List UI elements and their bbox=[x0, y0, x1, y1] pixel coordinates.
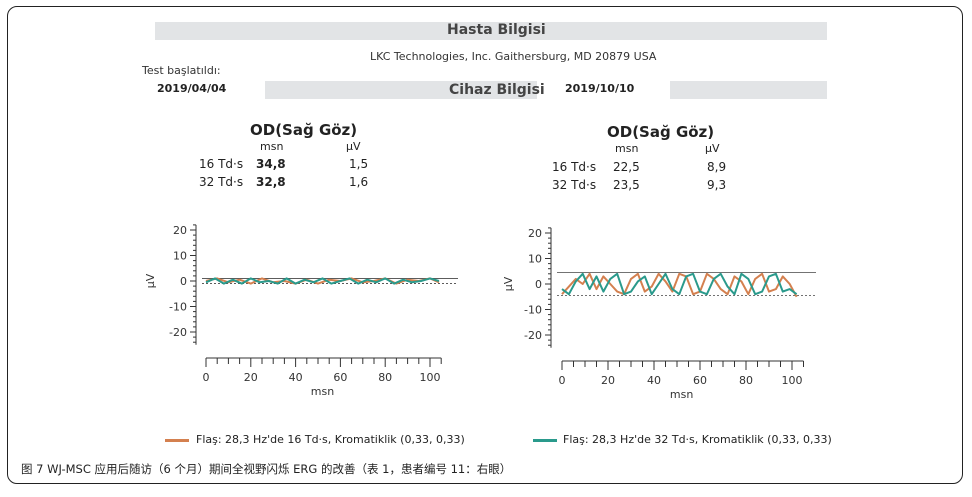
left-x-tick-label: 60 bbox=[333, 371, 347, 384]
left-row1-ms: 34,8 bbox=[256, 157, 286, 171]
left-x-tick-label: 100 bbox=[420, 371, 441, 384]
left-x-tick-label: 40 bbox=[289, 371, 303, 384]
right-row1-ms: 22,5 bbox=[613, 160, 640, 174]
right-x-tick-label: 40 bbox=[647, 374, 661, 387]
right-y-tick-label: 0 bbox=[535, 278, 542, 291]
legend-orange-label: Flaş: 28,3 Hz'de 16 Td·s, Kromatiklik (0… bbox=[196, 433, 465, 446]
right-row2-uv: 9,3 bbox=[707, 178, 727, 192]
right-y-axis-label: μV bbox=[502, 276, 515, 291]
right-col-uv: μV bbox=[705, 142, 720, 155]
left-y-tick-label: -10 bbox=[169, 301, 187, 314]
patient-info-bar bbox=[155, 22, 827, 40]
right-col-ms: msn bbox=[615, 142, 639, 155]
right-row2-ms: 23,5 bbox=[613, 178, 640, 192]
left-y-tick-label: 20 bbox=[173, 224, 187, 237]
right-y-tick-label: 10 bbox=[528, 253, 542, 266]
left-col-uv: μV bbox=[346, 140, 361, 153]
manufacturer-line: LKC Technologies, Inc. Gaithersburg, MD … bbox=[370, 50, 657, 63]
right-x-tick-label: 0 bbox=[559, 374, 566, 387]
legend-teal-label: Flaş: 28,3 Hz'de 32 Td·s, Kromatiklik (0… bbox=[563, 433, 832, 446]
device-info-bar-right bbox=[670, 81, 827, 99]
left-row2-label: 32 Td·s bbox=[199, 175, 244, 189]
right-series-orange bbox=[561, 272, 798, 298]
left-col-ms: msn bbox=[260, 140, 284, 153]
patient-info-title: Hasta Bilgisi bbox=[447, 22, 546, 38]
right-row1-uv: 8,9 bbox=[707, 160, 727, 174]
left-y-axis-label: μV bbox=[144, 273, 157, 288]
right-row2-label: 32 Td·s bbox=[552, 178, 597, 192]
left-y-tick-label: -20 bbox=[169, 326, 187, 339]
right-y-tick-label: 20 bbox=[528, 227, 542, 240]
right-x-tick-label: 60 bbox=[693, 374, 707, 387]
right-eye-title: OD(Sağ Göz) bbox=[607, 123, 715, 141]
test-date: 2019/04/04 bbox=[157, 82, 227, 95]
left-row1-label: 16 Td·s bbox=[199, 157, 244, 171]
left-x-tick-label: 20 bbox=[244, 371, 258, 384]
left-eye-title: OD(Sağ Göz) bbox=[250, 121, 358, 139]
left-row2-ms: 32,8 bbox=[256, 175, 286, 189]
right-y-tick-label: -10 bbox=[524, 304, 542, 317]
test-started-label: Test başlatıldı: bbox=[142, 64, 221, 77]
right-y-tick-label: -20 bbox=[524, 329, 542, 342]
device-date: 2019/10/10 bbox=[565, 82, 635, 95]
legend-orange-swatch bbox=[165, 439, 189, 442]
right-series-teal bbox=[561, 272, 798, 296]
device-info-bar-left bbox=[265, 81, 537, 99]
right-x-tick-label: 80 bbox=[739, 374, 753, 387]
right-x-tick-label: 100 bbox=[782, 374, 803, 387]
left-x-tick-label: 0 bbox=[203, 371, 210, 384]
right-x-axis-label: msn bbox=[670, 388, 693, 401]
legend-teal-swatch bbox=[533, 439, 557, 442]
right-row1-label: 16 Td·s bbox=[552, 160, 597, 174]
left-y-tick-label: 10 bbox=[173, 250, 187, 263]
left-x-axis-label: msn bbox=[311, 385, 334, 398]
left-series-teal bbox=[205, 277, 440, 285]
right-x-tick-label: 20 bbox=[601, 374, 615, 387]
left-y-tick-label: 0 bbox=[180, 275, 187, 288]
figure-caption: 图 7 WJ-MSC 应用后随访（6 个月）期间全视野闪烁 ERG 的改善（表 … bbox=[21, 462, 512, 476]
left-row2-uv: 1,6 bbox=[349, 175, 369, 189]
device-info-title: Cihaz Bilgisi bbox=[449, 82, 545, 98]
left-row1-uv: 1,5 bbox=[349, 157, 369, 171]
left-x-tick-label: 80 bbox=[378, 371, 392, 384]
